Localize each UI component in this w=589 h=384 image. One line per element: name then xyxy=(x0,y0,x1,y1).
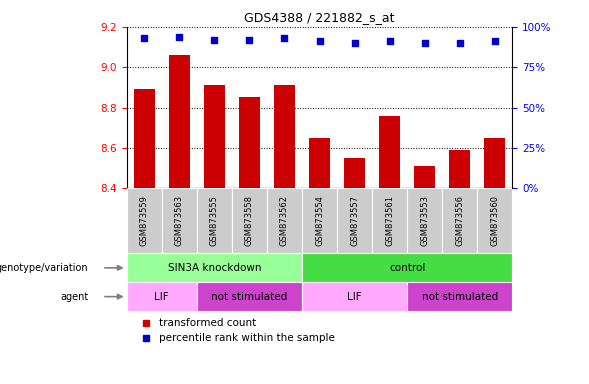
Bar xyxy=(127,282,197,311)
Point xyxy=(210,37,219,43)
Bar xyxy=(344,158,365,188)
Bar xyxy=(337,188,372,253)
Text: percentile rank within the sample: percentile rank within the sample xyxy=(160,333,335,343)
Bar xyxy=(477,188,512,253)
Bar xyxy=(127,253,302,282)
Point xyxy=(174,33,184,40)
Bar xyxy=(302,253,512,282)
Bar xyxy=(414,166,435,188)
Bar xyxy=(239,98,260,188)
Text: transformed count: transformed count xyxy=(160,318,257,328)
Text: GSM873560: GSM873560 xyxy=(491,195,499,246)
Point xyxy=(244,37,254,43)
Point xyxy=(455,40,465,46)
Bar xyxy=(232,188,267,253)
Point xyxy=(385,38,395,45)
Text: GSM873557: GSM873557 xyxy=(350,195,359,246)
Text: GSM873562: GSM873562 xyxy=(280,195,289,246)
Text: not stimulated: not stimulated xyxy=(211,291,287,302)
Bar xyxy=(134,89,155,188)
Bar xyxy=(267,188,302,253)
Bar xyxy=(168,55,190,188)
Point xyxy=(140,35,149,41)
Text: not stimulated: not stimulated xyxy=(422,291,498,302)
Bar xyxy=(162,188,197,253)
Text: GSM873558: GSM873558 xyxy=(245,195,254,246)
Bar xyxy=(379,116,400,188)
Bar xyxy=(484,138,505,188)
Bar xyxy=(197,188,232,253)
Bar xyxy=(372,188,407,253)
Text: GSM873554: GSM873554 xyxy=(315,195,324,246)
Point xyxy=(490,38,499,45)
Text: LIF: LIF xyxy=(154,291,169,302)
Bar xyxy=(407,282,512,311)
Text: genotype/variation: genotype/variation xyxy=(0,263,88,273)
Bar xyxy=(449,150,471,188)
Point xyxy=(280,35,289,41)
Text: GSM873559: GSM873559 xyxy=(140,195,148,246)
Text: agent: agent xyxy=(60,291,88,302)
Title: GDS4388 / 221882_s_at: GDS4388 / 221882_s_at xyxy=(244,11,395,24)
Bar xyxy=(302,188,337,253)
Bar xyxy=(197,282,302,311)
Bar xyxy=(302,282,407,311)
Bar xyxy=(127,188,162,253)
Point xyxy=(315,38,325,45)
Text: SIN3A knockdown: SIN3A knockdown xyxy=(167,263,261,273)
Bar xyxy=(442,188,477,253)
Bar xyxy=(407,188,442,253)
Bar xyxy=(274,85,295,188)
Text: GSM873553: GSM873553 xyxy=(420,195,429,246)
Point xyxy=(420,40,429,46)
Bar xyxy=(309,138,330,188)
Text: control: control xyxy=(389,263,425,273)
Text: GSM873563: GSM873563 xyxy=(175,195,184,247)
Text: LIF: LIF xyxy=(348,291,362,302)
Point xyxy=(350,40,359,46)
Text: GSM873561: GSM873561 xyxy=(385,195,394,246)
Text: GSM873556: GSM873556 xyxy=(455,195,464,246)
Bar xyxy=(204,85,225,188)
Text: GSM873555: GSM873555 xyxy=(210,195,219,246)
